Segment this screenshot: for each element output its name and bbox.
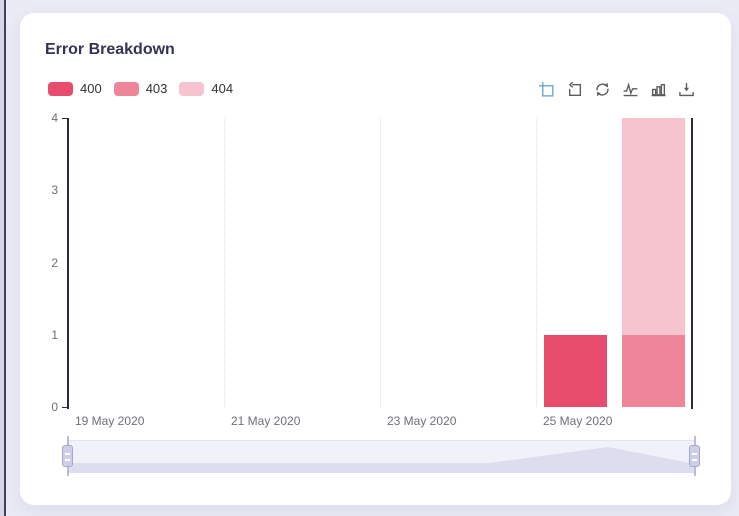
- bar-403[interactable]: [621, 334, 685, 407]
- y-axis-tick: [62, 118, 67, 119]
- legend-item-400[interactable]: 400: [48, 81, 102, 96]
- chart-plot-area: 0 1 2 3 4 19 May 2020 21 May 2020 23 May 2020 25…: [20, 13, 731, 505]
- y-axis-tick: [62, 407, 67, 408]
- legend-marker: [179, 81, 205, 96]
- restore-icon[interactable]: [594, 81, 611, 98]
- right-axis-line: [691, 118, 693, 409]
- legend-item-403[interactable]: 403: [113, 81, 168, 96]
- bar-404[interactable]: [621, 118, 685, 335]
- bar-400[interactable]: [543, 334, 607, 407]
- line-chart-toggle-icon[interactable]: [622, 81, 639, 98]
- legend-label: 400: [80, 81, 102, 96]
- x-axis-label: 19 May 2020: [75, 414, 145, 428]
- legend-label: 404: [211, 81, 234, 96]
- chart-toolbar: [538, 81, 695, 98]
- legend-marker: [48, 81, 73, 96]
- datazoom-shadow: [69, 447, 695, 473]
- legend-marker: [113, 81, 139, 96]
- x-axis-label: 21 May 2020: [231, 414, 301, 428]
- y-axis-label: 0: [51, 400, 58, 414]
- legend: 400 403 404: [48, 81, 233, 96]
- y-axis-label: 4: [51, 111, 58, 125]
- legend-label: 403: [145, 81, 168, 96]
- legend-item-404[interactable]: 404: [179, 81, 233, 96]
- save-image-icon[interactable]: [678, 81, 695, 98]
- zoom-select-icon[interactable]: [538, 81, 555, 98]
- x-gridline: [380, 118, 381, 407]
- x-gridline: [536, 118, 537, 407]
- datazoom-slider[interactable]: [68, 440, 695, 473]
- x-gridline: [224, 118, 225, 407]
- x-axis-label: 25 May 2020: [543, 414, 613, 428]
- window-edge: [0, 0, 6, 516]
- y-axis-label: 3: [51, 183, 58, 198]
- x-axis-label: 23 May 2020: [387, 414, 457, 428]
- error-breakdown-card: Error Breakdown 400 403 404: [20, 13, 731, 505]
- datazoom-left-handle[interactable]: [62, 445, 73, 467]
- y-axis-label: 1: [51, 327, 58, 342]
- y-axis-label: 2: [51, 255, 58, 270]
- y-axis-line: [67, 118, 69, 409]
- zoom-reset-icon[interactable]: [566, 81, 583, 98]
- page-title: Error Breakdown: [45, 41, 175, 58]
- datazoom-right-handle[interactable]: [689, 445, 700, 467]
- bar-chart-toggle-icon[interactable]: [650, 81, 667, 98]
